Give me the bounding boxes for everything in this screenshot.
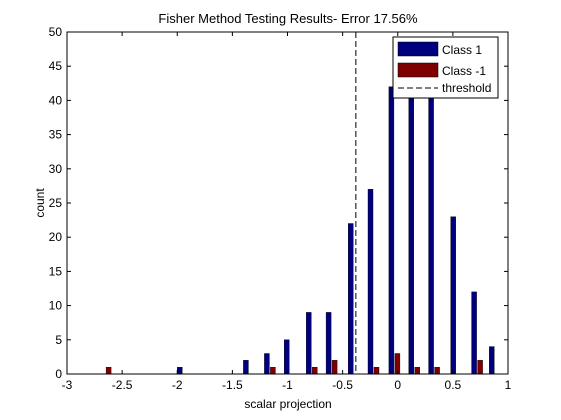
bar-series-1-bin-8	[373, 367, 380, 375]
bar-series-1-bin-10	[414, 367, 420, 375]
bar-series-0-bin-14	[489, 346, 495, 375]
y-tick-label: 40	[49, 93, 63, 107]
x-tick-label: -2	[172, 378, 183, 392]
y-tick-label: 45	[49, 59, 63, 73]
y-axis-label: count	[33, 188, 47, 218]
x-axis-ticks: -3 -2.5 -2 -1.5 -1 -0.5 0 0.5 1	[62, 32, 512, 392]
x-tick-label: -3	[62, 378, 73, 392]
bar-series-0-bin-6	[325, 312, 332, 375]
bar-series-0-bin-9	[388, 86, 395, 375]
bar-series-1-bin-0	[105, 367, 112, 375]
y-tick-label: 0	[55, 367, 62, 381]
y-tick-label: 10	[49, 299, 63, 313]
bar-series-1-bin-3	[270, 367, 276, 375]
legend-swatch-class-minus-1	[397, 62, 439, 78]
bar-series-0-bin-5	[306, 312, 312, 375]
legend: Class 1 Class -1 threshold	[392, 36, 499, 99]
x-tick-label: -1.5	[222, 378, 243, 392]
chart-title: Fisher Method Testing Results- Error 17.…	[158, 11, 418, 26]
y-tick-label: 30	[49, 162, 63, 176]
bar-series-1-bin-5	[312, 367, 318, 375]
bar-series-0-bin-1	[177, 367, 183, 375]
y-tick-label: 15	[49, 264, 63, 278]
bars-group	[105, 86, 495, 375]
bar-series-1-bin-6	[331, 360, 338, 375]
bar-series-0-bin-12	[450, 216, 456, 375]
x-tick-label: -2.5	[112, 378, 133, 392]
legend-label-class-1: Class 1	[442, 43, 482, 57]
y-tick-label: 5	[55, 333, 62, 347]
x-axis-label: scalar projection	[244, 397, 331, 411]
y-tick-label: 20	[49, 230, 63, 244]
bar-series-0-bin-2	[243, 360, 249, 375]
x-tick-label: -1	[282, 378, 293, 392]
x-tick-label: 0	[394, 378, 401, 392]
bar-series-0-bin-7	[348, 223, 354, 375]
bar-series-1-bin-11	[434, 367, 440, 375]
y-tick-label: 50	[49, 25, 63, 39]
x-tick-label: 1	[505, 378, 512, 392]
legend-label-threshold: threshold	[442, 81, 491, 95]
y-tick-label: 25	[49, 196, 63, 210]
y-tick-label: 35	[49, 128, 63, 142]
x-tick-label: -0.5	[332, 378, 353, 392]
bar-series-0-bin-8	[367, 189, 374, 375]
bar-series-0-bin-3	[264, 353, 270, 375]
x-tick-label: 0.5	[445, 378, 462, 392]
bar-series-1-bin-13	[477, 360, 483, 375]
bar-series-0-bin-13	[471, 291, 477, 375]
y-axis-ticks: 0 5 10 15 20 25 30 35 40 45 50	[49, 25, 508, 381]
legend-label-class-minus-1: Class -1	[442, 64, 486, 78]
bar-series-0-bin-4	[284, 339, 290, 375]
bar-series-0-bin-10	[408, 93, 414, 375]
legend-swatch-class-1	[397, 41, 439, 57]
bar-series-0-bin-11	[428, 93, 434, 375]
